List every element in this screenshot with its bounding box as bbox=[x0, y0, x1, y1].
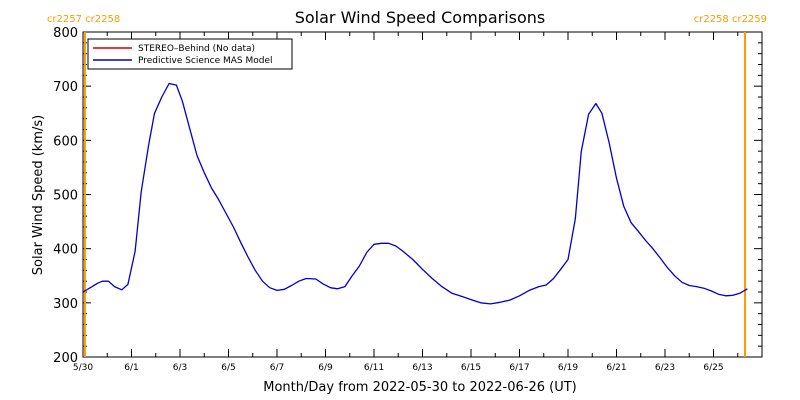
legend-box bbox=[87, 38, 293, 70]
x-tick-label: 6/15 bbox=[461, 363, 481, 373]
x-axis-title: Month/Day from 2022-05-30 to 2022-06-26 … bbox=[263, 380, 576, 395]
chart-title: Solar Wind Speed Comparisons bbox=[295, 8, 546, 27]
legend-label-mas: Predictive Science MAS Model bbox=[138, 56, 273, 66]
x-tick-label: 6/13 bbox=[412, 363, 432, 373]
y-tick-label: 700 bbox=[53, 80, 78, 95]
x-tick-label: 6/3 bbox=[173, 363, 187, 373]
y-tick-label: 500 bbox=[53, 189, 78, 204]
series-line-mas-model bbox=[82, 82, 748, 305]
carrington-marker-label: cr2258 cr2259 bbox=[694, 14, 767, 25]
x-tick-label: 6/7 bbox=[270, 363, 284, 373]
x-tick-label: 6/19 bbox=[558, 363, 578, 373]
y-tick-label: 400 bbox=[53, 243, 78, 258]
x-tick-label: 6/9 bbox=[318, 363, 333, 373]
x-tick-label: 6/1 bbox=[124, 363, 138, 373]
x-tick-label: 6/17 bbox=[509, 363, 529, 373]
x-tick-label: 6/21 bbox=[606, 363, 626, 373]
x-tick-label: 6/23 bbox=[655, 363, 675, 373]
y-axis-title: Solar Wind Speed (km/s) bbox=[31, 115, 46, 275]
carrington-marker-label: cr2257 cr2258 bbox=[47, 14, 120, 25]
carrington-markers: cr2257 cr2258 cr2258 cr2259 bbox=[47, 14, 767, 357]
y-tick-label: 600 bbox=[53, 134, 78, 149]
y-tick-label: 800 bbox=[53, 26, 78, 41]
legend: STEREO–Behind (No data) Predictive Scien… bbox=[87, 38, 293, 70]
series-layer bbox=[82, 82, 748, 305]
x-tick-label: 6/11 bbox=[364, 363, 384, 373]
x-tick-label: 5/30 bbox=[73, 363, 93, 373]
x-axis: 5/30 6/1 6/3 6/5 6/7 6/9 6/11 6/13 6/15 6/17 6/19 6… bbox=[73, 32, 763, 373]
y-tick-label: 200 bbox=[53, 351, 78, 366]
legend-label-stereo: STEREO–Behind (No data) bbox=[138, 44, 255, 54]
y-tick-label: 300 bbox=[53, 297, 78, 312]
x-tick-label: 6/5 bbox=[221, 363, 235, 373]
x-tick-label: 6/25 bbox=[703, 363, 723, 373]
